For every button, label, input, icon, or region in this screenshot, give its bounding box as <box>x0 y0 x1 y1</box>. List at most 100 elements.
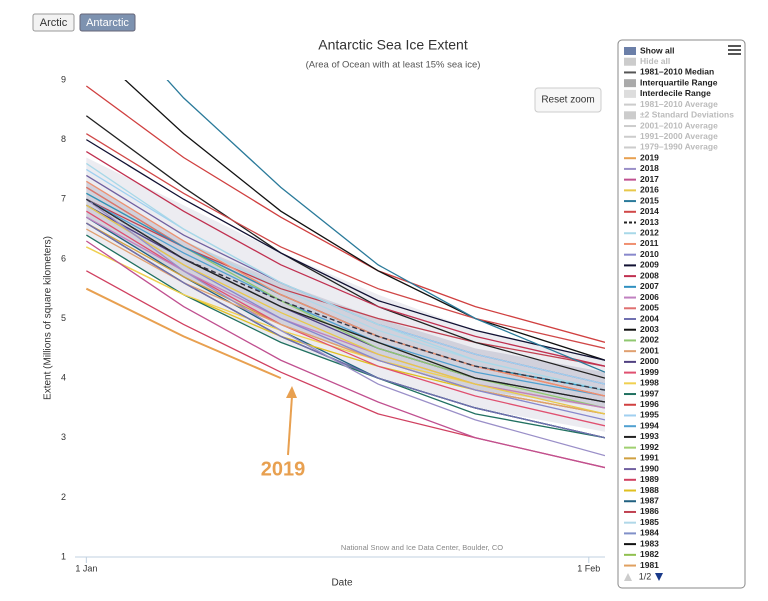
chart-title: Antarctic Sea Ice Extent <box>318 37 468 53</box>
legend-item[interactable]: 1986 <box>640 506 659 516</box>
series-line <box>86 234 605 439</box>
legend-item[interactable]: 2010 <box>640 249 659 259</box>
series-line <box>86 198 605 397</box>
legend-item[interactable]: 2016 <box>640 185 659 195</box>
series-line <box>85 162 605 391</box>
legend-item[interactable]: 2001 <box>640 345 659 355</box>
credit: National Snow and Ice Data Center, Bould… <box>341 543 503 552</box>
y-tick-label: 4 <box>61 373 66 383</box>
legend-item[interactable]: 1991 <box>640 453 659 463</box>
legend-item[interactable]: 1985 <box>640 517 659 527</box>
legend-item[interactable]: 2007 <box>640 281 659 291</box>
legend-item[interactable]: 1998 <box>640 378 659 388</box>
legend-item[interactable]: 2009 <box>640 260 659 270</box>
arctic-button[interactable] <box>32 13 75 32</box>
legend-item[interactable]: 1987 <box>640 495 659 505</box>
legend-control[interactable]: Interquartile Range <box>640 77 718 87</box>
legend-control[interactable]: 1979–1990 Average <box>640 142 718 152</box>
series-line <box>85 198 605 457</box>
legend-item[interactable]: 2018 <box>640 163 659 173</box>
legend-icon <box>624 89 636 98</box>
legend-item[interactable]: 1999 <box>640 367 659 377</box>
legend-box <box>617 39 746 589</box>
series-line <box>85 287 282 380</box>
y-tick-label: 3 <box>61 432 66 442</box>
series-line <box>86 210 605 427</box>
antarctic-button[interactable] <box>79 13 136 32</box>
legend-item[interactable]: 1992 <box>640 442 659 452</box>
legend-icon <box>624 47 636 55</box>
series-line <box>86 204 605 415</box>
series-line <box>85 115 605 379</box>
series-line <box>86 150 605 367</box>
series-line <box>86 180 605 397</box>
legend-control[interactable]: 1981–2010 Median <box>640 67 714 77</box>
x-tick-label: 1 Jan <box>75 563 97 573</box>
legend-item[interactable]: 2006 <box>640 292 659 302</box>
y-tick-label: 2 <box>61 492 66 502</box>
series-line <box>86 228 605 415</box>
legend-item[interactable]: 2019 <box>640 152 659 162</box>
series-line <box>86 216 605 409</box>
legend-item[interactable]: 1996 <box>640 399 659 409</box>
legend-item[interactable]: 1997 <box>640 388 659 398</box>
legend-item[interactable]: 2011 <box>640 238 659 248</box>
legend-item[interactable]: 1981 <box>640 560 659 570</box>
legend-icon <box>624 79 636 88</box>
series-line <box>86 133 605 349</box>
arctic-label: Arctic <box>40 17 68 29</box>
y-tick-label: 8 <box>61 134 66 144</box>
legend-item[interactable]: 2015 <box>640 195 659 205</box>
legend-control[interactable]: Interdecile Range <box>640 88 711 98</box>
legend-next[interactable] <box>655 573 663 581</box>
series-line <box>85 240 605 469</box>
annotation-arrow <box>287 395 293 456</box>
legend-item[interactable]: 1990 <box>640 463 659 473</box>
legend-control[interactable]: 1981–2010 Average <box>640 99 718 109</box>
annotation: 2019 <box>261 458 306 480</box>
x-tick-label: 1 Feb <box>577 563 600 573</box>
series-line <box>166 80 605 373</box>
legend-item[interactable]: 2005 <box>640 303 659 313</box>
legend-page: 1/2 <box>639 571 652 581</box>
y-tick-label: 5 <box>61 313 66 323</box>
legend-control[interactable]: 2001–2010 Average <box>640 120 718 130</box>
interdecile-band <box>86 157 605 432</box>
legend-item[interactable]: 1994 <box>640 420 659 430</box>
reset-zoom-label: Reset zoom <box>541 95 594 106</box>
chart-subtitle: (Area of Ocean with at least 15% sea ice… <box>306 60 481 71</box>
legend-item[interactable]: 1995 <box>640 410 659 420</box>
y-tick-label: 9 <box>61 74 66 84</box>
legend-item[interactable]: 2014 <box>640 206 659 216</box>
legend-control[interactable]: Show all <box>640 45 674 55</box>
legend-item[interactable]: 1984 <box>640 528 659 538</box>
legend-item[interactable]: 1983 <box>640 538 659 548</box>
interquartile-band <box>86 181 605 408</box>
legend-item[interactable]: 2008 <box>640 270 659 280</box>
x-axis-label: Date <box>331 578 353 589</box>
legend-item[interactable]: 1989 <box>640 474 659 484</box>
series-line <box>86 139 605 361</box>
y-tick-label: 6 <box>61 253 66 263</box>
legend-item[interactable]: 2017 <box>640 174 659 184</box>
legend-item[interactable]: 2004 <box>640 313 659 323</box>
y-tick-label: 1 <box>61 551 66 561</box>
legend-item[interactable]: 1988 <box>640 485 659 495</box>
legend-item[interactable]: 2000 <box>640 356 659 366</box>
series-line <box>86 198 605 403</box>
legend-item[interactable]: 2002 <box>640 335 659 345</box>
legend-prev[interactable] <box>624 573 632 581</box>
legend-control[interactable]: Hide all <box>640 56 670 66</box>
legend-item[interactable]: 2013 <box>640 217 659 227</box>
legend-item[interactable]: 2012 <box>640 227 659 237</box>
legend-item[interactable]: 1982 <box>640 549 659 559</box>
legend-item[interactable]: 2003 <box>640 324 659 334</box>
legend-item[interactable]: 1993 <box>640 431 659 441</box>
reset-zoom-button[interactable] <box>534 87 602 113</box>
legend-control[interactable]: ±2 Standard Deviations <box>640 110 734 120</box>
annotation-arrowhead <box>286 386 297 398</box>
legend-control[interactable]: 1991–2000 Average <box>640 131 718 141</box>
legend-menu[interactable] <box>728 45 741 55</box>
